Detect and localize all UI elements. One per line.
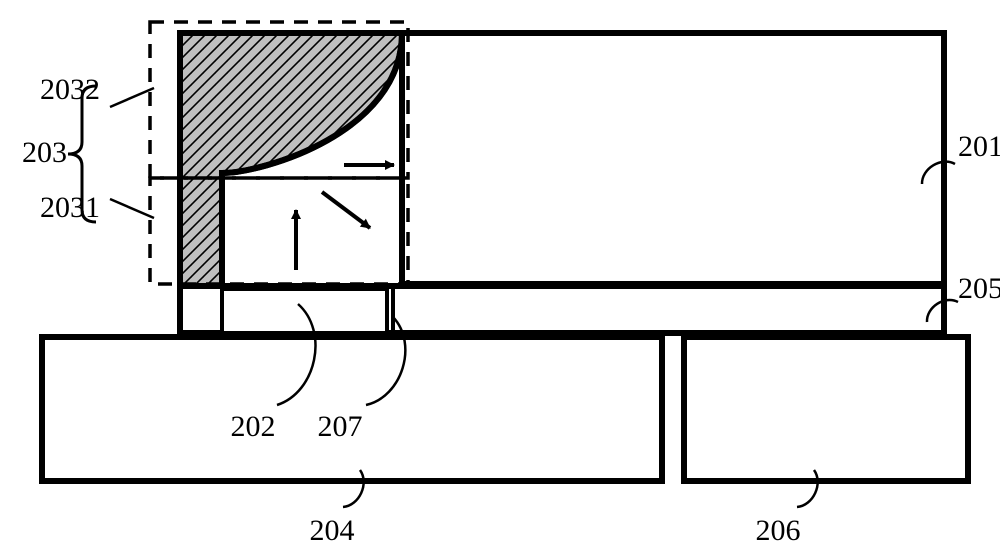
- label-202: 202: [231, 410, 276, 443]
- label-201: 201: [958, 130, 1000, 163]
- label-2032: 2032: [40, 73, 100, 106]
- label-204: 204: [310, 514, 355, 547]
- leader-l2032: [110, 88, 154, 107]
- arrow-diag: [322, 192, 370, 228]
- label-203: 203: [22, 136, 67, 169]
- base-block-204: [42, 337, 662, 481]
- label-207: 207: [318, 410, 363, 443]
- main-block-201: [402, 33, 944, 284]
- label-206: 206: [756, 514, 801, 547]
- label-205: 205: [958, 272, 1000, 305]
- label-2031: 2031: [40, 191, 100, 224]
- technical-diagram: 201 202 203 204 205 206 207 2031 2032: [0, 0, 1000, 553]
- base-block-206: [684, 337, 968, 481]
- leader-l2031: [110, 199, 154, 218]
